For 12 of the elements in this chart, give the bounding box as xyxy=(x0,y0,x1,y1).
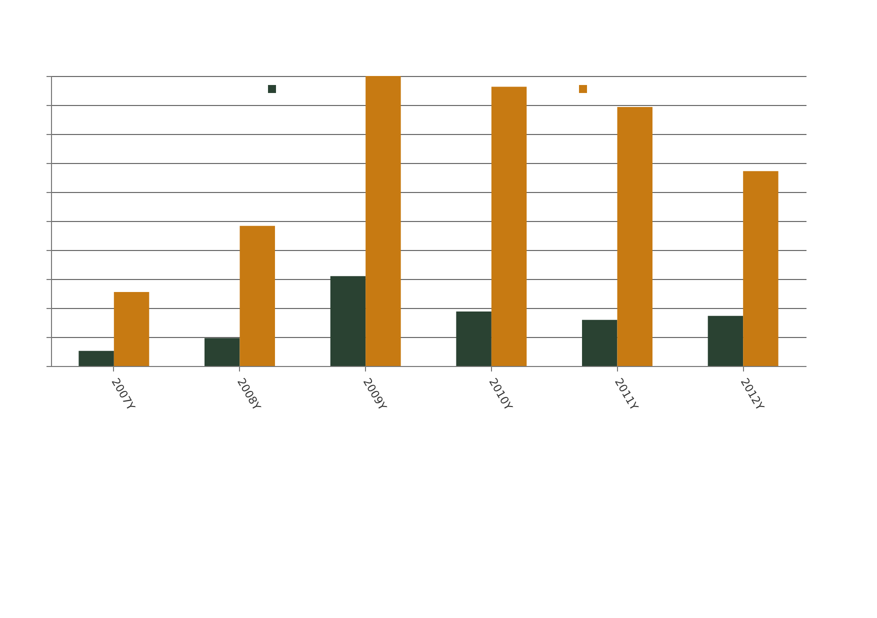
bar xyxy=(78,350,114,366)
bar xyxy=(114,292,150,366)
bar xyxy=(708,316,744,366)
bar xyxy=(491,86,527,366)
bar xyxy=(582,320,618,366)
bar xyxy=(240,226,275,366)
bar xyxy=(743,171,778,366)
bar xyxy=(366,76,401,366)
bar xyxy=(330,276,366,366)
bar xyxy=(204,338,240,366)
bar xyxy=(617,107,652,366)
bar xyxy=(456,311,492,366)
